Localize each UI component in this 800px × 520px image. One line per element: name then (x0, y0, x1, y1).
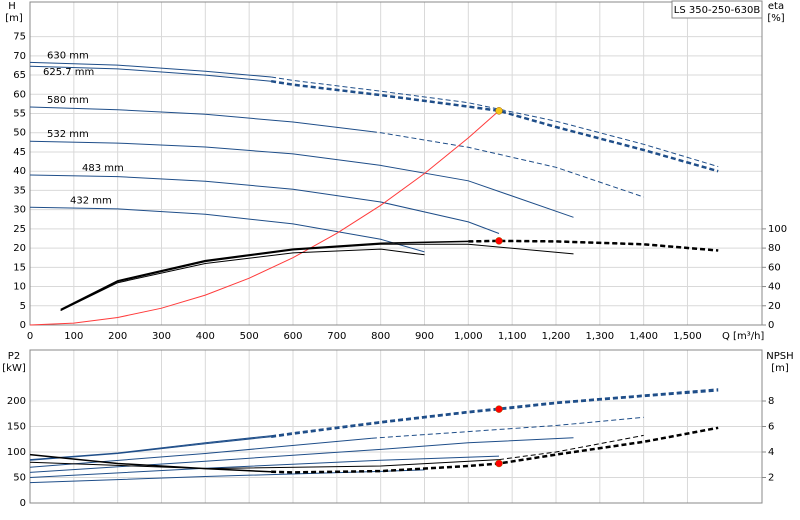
duty-point (495, 405, 503, 413)
curve (29, 437, 372, 468)
x-tick-label: 900 (415, 331, 434, 342)
top-plot-frame (29, 1, 763, 326)
curve (29, 65, 272, 82)
curve-label: 630 mm (47, 50, 89, 61)
y-tick-label: 15 (13, 262, 26, 273)
curve-label: 432 mm (70, 195, 112, 206)
x-tick-label: 1,300 (586, 331, 615, 342)
duty-point (495, 237, 503, 245)
y2-tick-label: 0 (768, 320, 774, 331)
x-tick-label: 800 (371, 331, 390, 342)
title-box (671, 0, 763, 19)
x-tick-label: 500 (240, 331, 259, 342)
y-axis-unit: [m] (5, 13, 23, 24)
y2-tick-label: 8 (768, 396, 774, 407)
duty-point (495, 459, 503, 468)
y-tick-label: 30 (13, 205, 26, 216)
curve (371, 416, 644, 439)
curve (29, 436, 272, 461)
curve (60, 248, 425, 312)
y2-tick-label: 20 (768, 301, 781, 312)
x-tick-label: 0 (27, 331, 33, 342)
y2-tick-label: 2 (768, 473, 774, 484)
y2-axis-unit: [m] (771, 363, 789, 374)
curve (270, 79, 719, 173)
y-tick-label: 40 (13, 166, 26, 177)
x-tick-label: 1,200 (542, 331, 571, 342)
curve-label: 625.7 mm (43, 67, 94, 78)
x-tick-label: 1,400 (629, 331, 658, 342)
curve (29, 455, 500, 478)
x-tick-label: 100 (64, 331, 83, 342)
y-axis-label: H (8, 1, 16, 12)
y2-tick-label: 60 (768, 262, 781, 273)
duty-point (495, 107, 503, 115)
y-tick-label: 50 (13, 128, 26, 139)
y-tick-label: 75 (13, 32, 26, 43)
y2-tick-label: 80 (768, 243, 781, 254)
y2-tick-label: 4 (768, 447, 774, 458)
y-tick-label: 35 (13, 185, 26, 196)
curve (271, 76, 719, 168)
x-tick-label: 300 (152, 331, 171, 342)
y-tick-label: 65 (13, 70, 26, 81)
curve (270, 389, 719, 438)
x-tick-label: 200 (108, 331, 127, 342)
y-tick-label: 0 (20, 498, 26, 509)
curve-label: 532 mm (47, 129, 89, 140)
curve (468, 239, 719, 252)
y2-tick-label: 100 (768, 224, 787, 235)
x-tick-label: 400 (196, 331, 215, 342)
y-tick-label: 150 (7, 422, 26, 433)
y2-axis-unit: [%] (767, 13, 784, 24)
y-axis-label: P2 (8, 351, 20, 362)
y2-tick-label: 40 (768, 282, 781, 293)
y-tick-label: 55 (13, 109, 26, 120)
curve (29, 174, 500, 234)
curve (29, 469, 425, 484)
y-tick-label: 10 (13, 282, 26, 293)
curve (29, 435, 272, 461)
y-tick-label: 70 (13, 51, 26, 62)
x-tick-label: 700 (327, 331, 346, 342)
y2-axis-label: eta (768, 1, 784, 12)
curve (29, 61, 272, 78)
curve (29, 206, 425, 253)
curve (29, 110, 500, 326)
plot-layer: 0 100 200 300 400 500 600 700 800 900 1,000 1,100 1,… (7, 32, 787, 509)
y2-axis-label: NPSH (766, 351, 793, 362)
y-tick-label: 0 (20, 320, 26, 331)
curve (371, 131, 644, 198)
y-tick-label: 20 (13, 243, 26, 254)
curve (271, 426, 719, 474)
curve (29, 459, 500, 470)
y-tick-label: 200 (7, 396, 26, 407)
y-tick-label: 45 (13, 147, 26, 158)
curve-label: 580 mm (47, 95, 89, 106)
y-tick-label: 60 (13, 89, 26, 100)
y-tick-label: 100 (7, 447, 26, 458)
x-tick-label: 1,100 (498, 331, 527, 342)
curve-label: 483 mm (82, 163, 124, 174)
y-tick-label: 50 (13, 473, 26, 484)
curve (29, 106, 372, 133)
curve (29, 140, 574, 218)
curve (60, 243, 574, 312)
y2-tick-label: 6 (768, 422, 774, 433)
y-tick-label: 5 (20, 301, 26, 312)
curve (60, 240, 469, 311)
x-tick-label: 600 (283, 331, 302, 342)
x-tick-label: 1,000 (454, 331, 483, 342)
curve (498, 434, 644, 461)
y-tick-label: 25 (13, 224, 26, 235)
x-axis-label: Q [m³/h] (722, 331, 764, 342)
grid-layer (29, 2, 762, 504)
y-axis-unit: [kW] (2, 363, 26, 374)
curve (29, 453, 272, 473)
chart-title: LS 350-250-630B (674, 5, 761, 16)
x-tick-label: 1,500 (673, 331, 702, 342)
